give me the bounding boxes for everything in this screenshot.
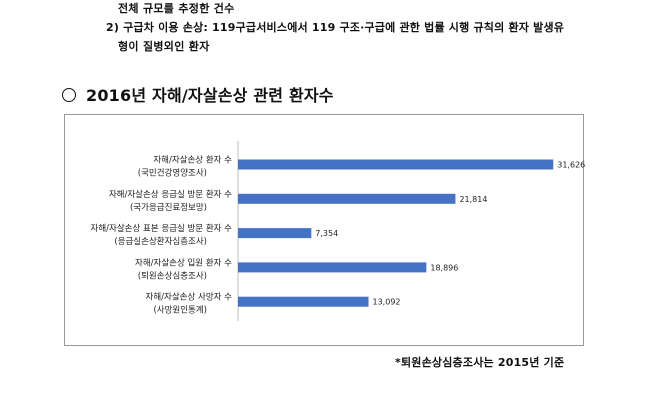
category-label: 자해/자살손상 응급실 방문 환자 수 xyxy=(109,189,232,200)
circle-bullet-icon xyxy=(62,88,76,102)
category-label: 자해/자살손상 입원 환자 수 xyxy=(135,257,232,268)
category-source-label: (퇴원손상심층조사) xyxy=(138,270,207,281)
chart-frame: 31,626 자해/자살손상 환자 수 (국민건강영양조사) 21,814 자해/자살손… xyxy=(64,114,585,346)
footnote-definition-line: 2) 구급차 이용 손상: 119구급서비스에서 119 구조·구급에 관한 법… xyxy=(106,21,565,34)
bar xyxy=(238,228,312,239)
category-source-label: (국가응급진료정보망) xyxy=(130,202,207,213)
body-text-line: 전체 규모를 추정한 건수 xyxy=(118,2,235,15)
bar-value-label: 7,354 xyxy=(315,229,338,238)
category-source-label: (사망원인통계) xyxy=(153,305,207,316)
bar-value-label: 13,092 xyxy=(373,298,401,307)
footnote: *퇴원손상심층조사는 2015년 기준 xyxy=(395,356,565,369)
bar xyxy=(238,193,456,204)
bar-value-label: 18,896 xyxy=(430,263,458,272)
category-source-label: (국민건강영양조사) xyxy=(138,168,207,179)
section-heading: 2016년 자해/자살손상 관련 환자수 xyxy=(62,82,334,106)
footnote-definition-continuation: 형이 질병외인 환자 xyxy=(118,40,210,53)
category-label: 자해/자살손상 표본 응급실 방문 환자 수 xyxy=(91,223,233,234)
bar-value-label: 31,626 xyxy=(557,161,585,170)
category-source-label: (응급실손상환자심층조사) xyxy=(114,236,207,247)
category-label: 자해/자살손상 사망자 수 xyxy=(146,292,233,303)
category-label: 자해/자살손상 환자 수 xyxy=(153,155,232,166)
bar-value-label: 21,814 xyxy=(459,195,487,204)
bar xyxy=(238,159,554,170)
bar xyxy=(238,262,427,273)
section-title: 2016년 자해/자살손상 관련 환자수 xyxy=(86,86,334,105)
bar xyxy=(238,296,369,307)
bar-chart: 31,626 자해/자살손상 환자 수 (국민건강영양조사) 21,814 자해/자살손… xyxy=(91,141,585,321)
